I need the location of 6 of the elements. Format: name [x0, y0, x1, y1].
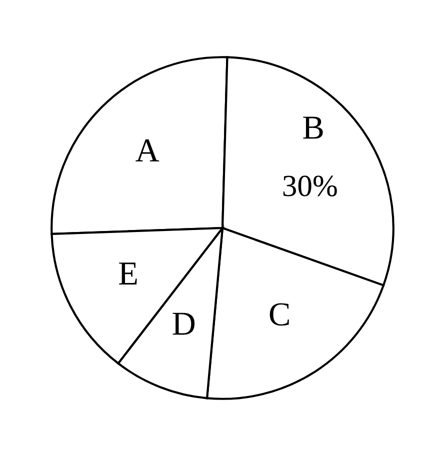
slice-label: A — [136, 139, 160, 162]
data-label: 30% — [283, 176, 337, 196]
slice-label: C — [270, 303, 289, 326]
slice-label: E — [119, 262, 137, 284]
slice-label: D — [172, 312, 195, 335]
slice-label: B — [303, 116, 323, 139]
